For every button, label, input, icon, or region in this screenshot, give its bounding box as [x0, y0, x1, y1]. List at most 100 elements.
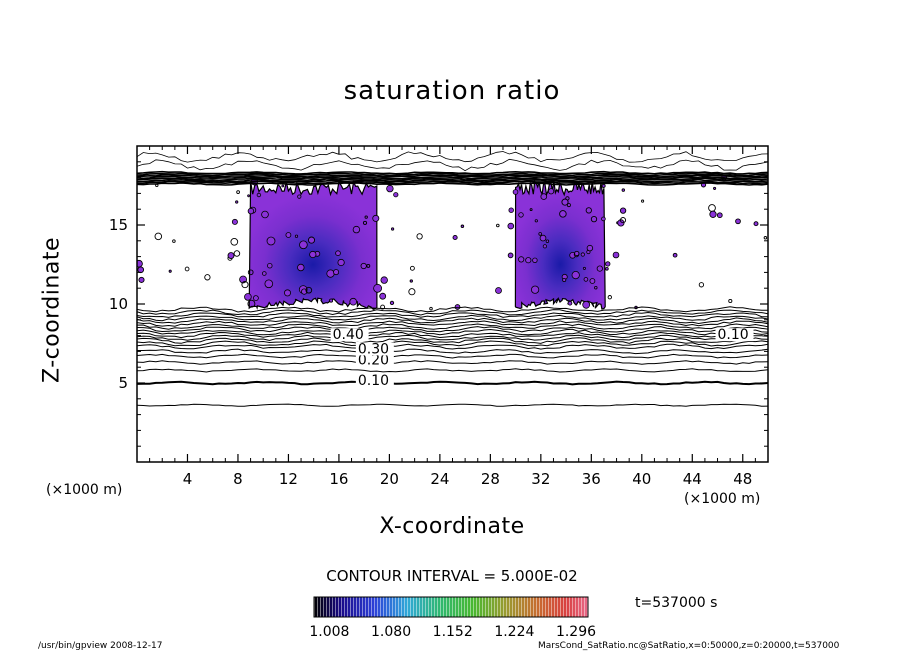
- x-tick-label: 8: [233, 470, 243, 488]
- x-tick-label: 36: [582, 470, 601, 488]
- cloud-cell: [507, 252, 514, 259]
- saturated-region-b-0-speck: [582, 266, 586, 270]
- cloud-cell: [204, 274, 211, 281]
- contour-line-base: [137, 328, 768, 336]
- cloud-cell: [408, 288, 416, 296]
- cloud-cell: [137, 259, 143, 268]
- saturated-region-a-0-speck: [247, 207, 255, 215]
- saturated-region-a-0-speck: [329, 298, 334, 303]
- contour-line-top: [137, 172, 768, 177]
- saturated-region-a-0-speck: [349, 297, 358, 306]
- cloud-cell: [496, 223, 500, 228]
- cloud-cell: [698, 282, 705, 288]
- saturated-region-b-0-speck: [532, 257, 538, 263]
- saturated-region-b-0-speck: [539, 234, 547, 242]
- cloud-cell: [763, 236, 768, 240]
- contour-label-bg: [355, 353, 394, 367]
- saturated-region-b-0-speck: [605, 261, 611, 267]
- contour-label: 0.10: [358, 373, 389, 389]
- contour-label-bg: [715, 328, 754, 342]
- cloud-cell: [247, 299, 256, 308]
- contour-line-lower: [137, 360, 768, 365]
- saturated-region-a-0-speck: [267, 263, 273, 269]
- x-tick-label: 32: [531, 470, 550, 488]
- contour-line-base: [137, 309, 768, 316]
- cloud-cell: [561, 198, 569, 206]
- saturated-region-a-0-speck: [297, 263, 305, 272]
- saturated-region-a-0-speck: [379, 292, 387, 300]
- saturated-region-b-0-speck: [507, 222, 515, 230]
- footer-data-source: MarsCond_SatRatio.nc@SatRatio,x=0:50000,…: [538, 641, 840, 651]
- cloud-cell: [735, 218, 741, 225]
- x-axis-unit-label-right: (×1000 m): [684, 491, 761, 507]
- saturated-region-a-0-speck: [247, 194, 251, 198]
- cloud-cell: [672, 252, 678, 258]
- saturated-region-a-0-speck: [352, 225, 361, 234]
- saturated-region-b-0-speck: [594, 286, 598, 290]
- colorbar-tick-label: 1.008: [309, 624, 349, 640]
- saturated-region-a-0-speck: [266, 236, 276, 246]
- saturated-region-a-0-speck: [309, 250, 317, 259]
- cloud-cell: [389, 300, 395, 306]
- contour-line-top: [137, 177, 768, 182]
- contour-line-upper: [137, 151, 768, 163]
- saturated-region-a-0-speck: [231, 218, 238, 225]
- contour-interval-label: CONTOUR INTERVAL = 5.000E-02: [326, 567, 578, 585]
- saturated-region-a-0-speck: [373, 283, 383, 293]
- y-tick-label: 5: [118, 374, 128, 392]
- contour-line-top: [137, 182, 768, 186]
- time-label: t=537000 s: [635, 595, 718, 611]
- contour-line-base: [137, 331, 768, 339]
- cloud-cell: [380, 304, 386, 310]
- saturated-region-a-0-speck: [256, 192, 262, 198]
- cloud-cell: [305, 286, 313, 294]
- saturated-region-b-0-speck: [566, 203, 571, 208]
- saturated-region-a-0-speck: [372, 214, 380, 222]
- saturated-region-b-0: [514, 179, 606, 310]
- plot-area: 0.10 0.200.300.40 0.10: [137, 151, 768, 407]
- saturated-region-a-0-speck: [390, 227, 395, 231]
- contour-label-bg: [355, 342, 394, 356]
- saturated-region-b-0-speck: [571, 270, 580, 280]
- contour-line-base: [137, 311, 768, 318]
- contour-line-top: [137, 170, 768, 175]
- saturated-region-b-0-speck: [605, 266, 609, 271]
- x-tick-label: 16: [329, 470, 348, 488]
- saturated-region-a-0-speck: [294, 234, 299, 238]
- contour-line-base: [137, 334, 768, 342]
- saturated-region-b-0-speck: [621, 188, 625, 192]
- cloud-cell: [709, 210, 717, 218]
- colorbar-tick-label: 1.296: [556, 624, 596, 640]
- x-tick-label: 24: [430, 470, 449, 488]
- y-tick-label: 15: [109, 216, 128, 234]
- colorbar-frame: [313, 596, 589, 618]
- contour-label: 0.40: [333, 327, 364, 343]
- saturated-region-b-0-speck: [538, 232, 542, 236]
- cloud-cell: [366, 263, 371, 268]
- contour-line-top: [137, 174, 768, 178]
- cloud-cell: [601, 183, 606, 188]
- x-tick-label: 44: [683, 470, 702, 488]
- colorbar: 1.008 1.080 1.152 1.224 1.296: [309, 596, 596, 640]
- contour-line-lower: [137, 348, 768, 355]
- saturated-region-a-0-speck: [386, 184, 394, 193]
- saturated-region-b-0-speck: [583, 277, 589, 282]
- contour-label-bg: [330, 328, 369, 342]
- cloud-cell: [559, 210, 567, 218]
- cloud-cell: [409, 265, 415, 271]
- contour-label-bg: [355, 374, 394, 387]
- saturated-region-a-0-speck: [297, 194, 302, 199]
- cloud-cell: [713, 186, 717, 190]
- cloud-cell: [454, 304, 461, 310]
- cloud-cell: [154, 232, 163, 241]
- contour-line-lower: [137, 343, 768, 350]
- x-tick-label: 4: [183, 470, 193, 488]
- saturated-region-a-0-speck: [261, 271, 267, 276]
- saturated-region-b-0-speck: [542, 244, 548, 249]
- cloud-cell: [227, 252, 235, 260]
- cloud-cell: [585, 207, 592, 214]
- saturated-region-a-0-speck: [337, 258, 345, 267]
- saturated-region-a-0-speck: [283, 289, 291, 297]
- chart-title: saturation ratio: [343, 76, 561, 106]
- colorbar-stripes: [314, 597, 588, 617]
